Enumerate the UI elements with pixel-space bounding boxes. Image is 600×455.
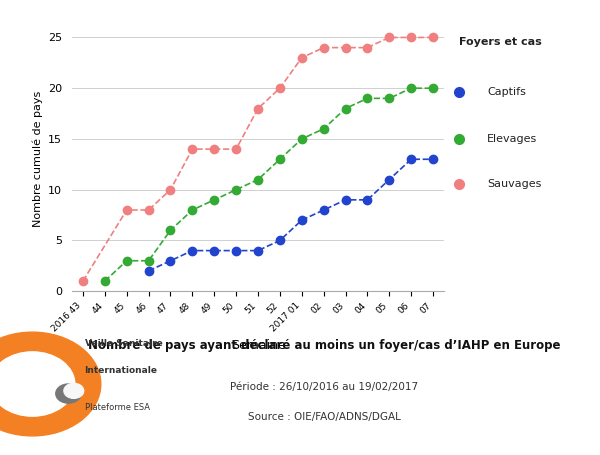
Text: Plateforme ESA: Plateforme ESA (85, 403, 149, 412)
Y-axis label: Nombre cumulé de pays: Nombre cumulé de pays (32, 91, 43, 228)
Text: Foyers et cas: Foyers et cas (458, 37, 541, 47)
Text: Source : OIE/FAO/ADNS/DGAL: Source : OIE/FAO/ADNS/DGAL (248, 412, 400, 422)
Circle shape (0, 332, 101, 436)
Text: Veille Sanitaire: Veille Sanitaire (85, 339, 163, 348)
Text: Captifs: Captifs (487, 87, 526, 97)
Text: Internationale: Internationale (85, 366, 158, 375)
Circle shape (0, 352, 75, 416)
Text: Période : 26/10/2016 au 19/02/2017: Période : 26/10/2016 au 19/02/2017 (230, 382, 418, 392)
Circle shape (64, 383, 84, 399)
X-axis label: Semaine: Semaine (230, 339, 286, 352)
Text: Nombre de pays ayant déclaré au moins un foyer/cas d’IAHP en Europe: Nombre de pays ayant déclaré au moins un… (88, 339, 560, 352)
Circle shape (56, 384, 81, 403)
Text: Sauvages: Sauvages (487, 179, 542, 189)
Text: Elevages: Elevages (487, 134, 538, 144)
